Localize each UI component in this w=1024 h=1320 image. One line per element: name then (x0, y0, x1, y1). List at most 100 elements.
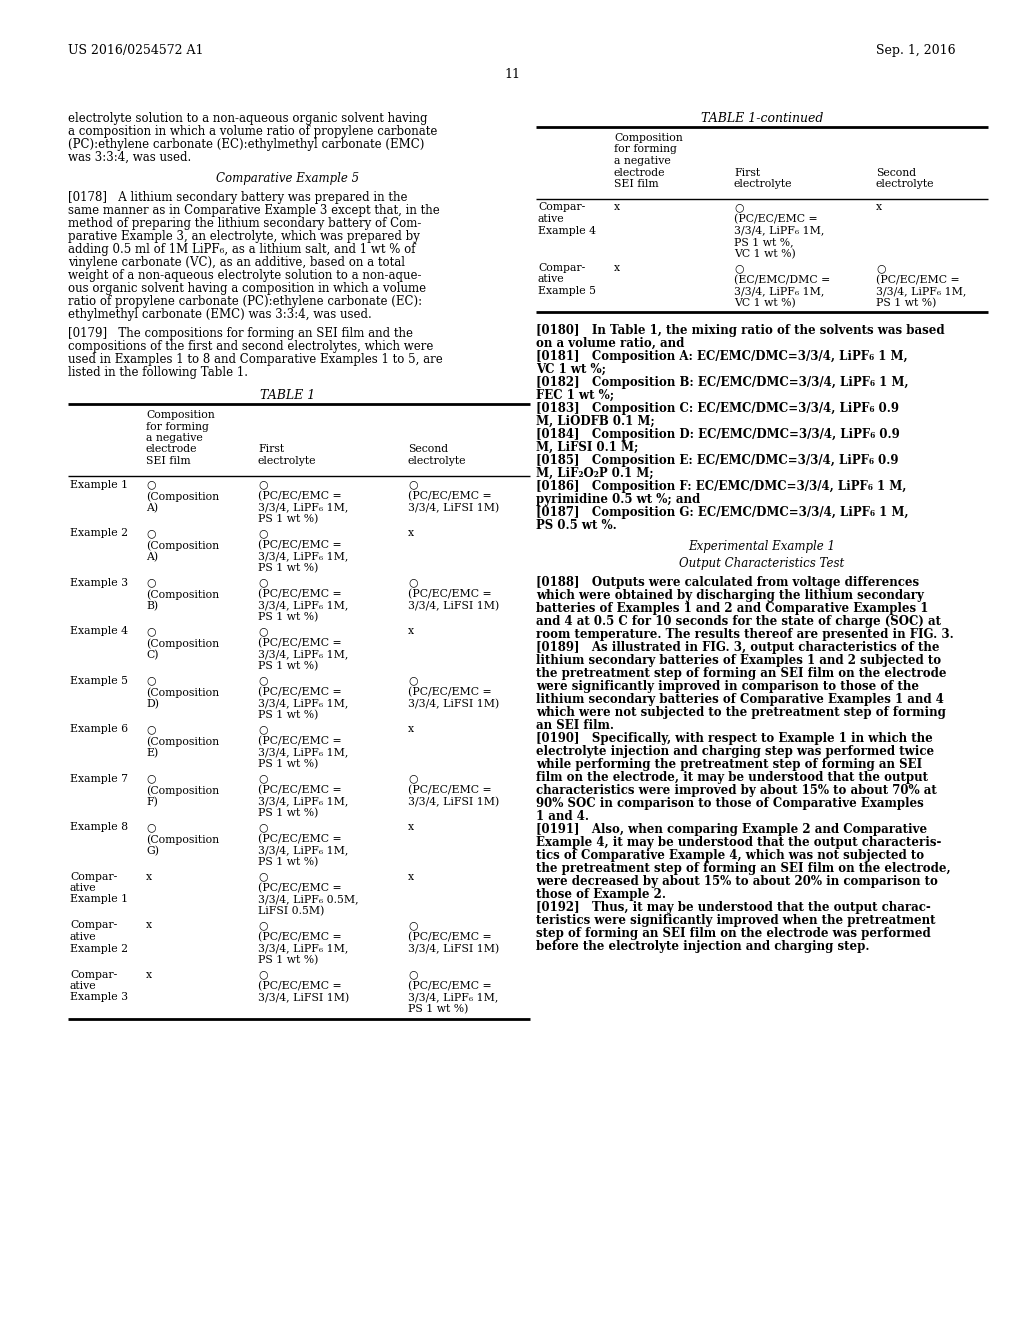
Text: the pretreatment step of forming an SEI film on the electrode: the pretreatment step of forming an SEI … (536, 667, 946, 680)
Text: an SEI film.: an SEI film. (536, 719, 614, 733)
Text: PS 1 wt %): PS 1 wt %) (258, 661, 318, 672)
Text: (PC/EC/EMC =: (PC/EC/EMC = (408, 785, 492, 796)
Text: ○: ○ (408, 920, 418, 931)
Text: 3/3/4, LiPF₆ 1M,: 3/3/4, LiPF₆ 1M, (258, 698, 348, 709)
Text: LiFSI 0.5M): LiFSI 0.5M) (258, 906, 325, 916)
Text: and 4 at 0.5 C for 10 seconds for the state of charge (SOC) at: and 4 at 0.5 C for 10 seconds for the st… (536, 615, 941, 628)
Text: ○: ○ (258, 627, 267, 636)
Text: [0180]   In Table 1, the mixing ratio of the solvents was based: [0180] In Table 1, the mixing ratio of t… (536, 323, 944, 337)
Text: pyrimidine 0.5 wt %; and: pyrimidine 0.5 wt %; and (536, 492, 700, 506)
Text: (EC/EMC/DMC =: (EC/EMC/DMC = (734, 275, 830, 285)
Text: characteristics were improved by about 15% to about 70% at: characteristics were improved by about 1… (536, 784, 937, 797)
Text: Example 5: Example 5 (538, 286, 596, 296)
Text: Example 1: Example 1 (70, 479, 128, 490)
Text: (Composition: (Composition (146, 638, 219, 648)
Text: 3/3/4, LiPF₆ 1M,: 3/3/4, LiPF₆ 1M, (876, 286, 967, 296)
Text: electrolyte solution to a non-aqueous organic solvent having: electrolyte solution to a non-aqueous or… (68, 112, 427, 125)
Text: step of forming an SEI film on the electrode was performed: step of forming an SEI film on the elect… (536, 927, 931, 940)
Text: (PC/EC/EMC =: (PC/EC/EMC = (258, 491, 342, 502)
Text: (PC/EC/EMC =: (PC/EC/EMC = (408, 981, 492, 991)
Text: Experimental Example 1: Experimental Example 1 (688, 540, 836, 553)
Text: (PC/EC/EMC =: (PC/EC/EMC = (734, 214, 817, 224)
Text: x: x (146, 920, 153, 931)
Text: ○: ○ (146, 774, 156, 784)
Text: 3/3/4, LiPF₆ 1M,: 3/3/4, LiPF₆ 1M, (258, 846, 348, 855)
Text: 3/3/4, LiPF₆ 1M,: 3/3/4, LiPF₆ 1M, (258, 796, 348, 807)
Text: 3/3/4, LiPF₆ 1M,: 3/3/4, LiPF₆ 1M, (258, 747, 348, 758)
Text: Example 2: Example 2 (70, 528, 128, 539)
Text: [0178]   A lithium secondary battery was prepared in the: [0178] A lithium secondary battery was p… (68, 191, 408, 205)
Text: Composition: Composition (146, 411, 215, 420)
Text: (PC/EC/EMC =: (PC/EC/EMC = (408, 491, 492, 502)
Text: (Composition: (Composition (146, 540, 219, 550)
Text: x: x (408, 725, 414, 734)
Text: ○: ○ (258, 774, 267, 784)
Text: Example 8: Example 8 (70, 822, 128, 833)
Text: [0182]   Composition B: EC/EMC/DMC=3/3/4, LiPF₆ 1 M,: [0182] Composition B: EC/EMC/DMC=3/3/4, … (536, 376, 908, 389)
Text: Example 1: Example 1 (70, 895, 128, 904)
Text: First: First (734, 168, 760, 177)
Text: Second: Second (408, 445, 449, 454)
Text: ative: ative (70, 883, 96, 894)
Text: those of Example 2.: those of Example 2. (536, 888, 666, 902)
Text: PS 1 wt %): PS 1 wt %) (876, 297, 936, 308)
Text: vinylene carbonate (VC), as an additive, based on a total: vinylene carbonate (VC), as an additive,… (68, 256, 406, 269)
Text: electrolyte: electrolyte (258, 455, 316, 466)
Text: ○: ○ (258, 822, 267, 833)
Text: F): F) (146, 796, 158, 807)
Text: PS 1 wt %): PS 1 wt %) (408, 1005, 468, 1014)
Text: (Composition: (Composition (146, 491, 219, 502)
Text: ○: ○ (408, 578, 418, 587)
Text: Compar-: Compar- (538, 263, 586, 273)
Text: Example 7: Example 7 (70, 774, 128, 784)
Text: (PC/EC/EMC =: (PC/EC/EMC = (408, 686, 492, 697)
Text: VC 1 wt %): VC 1 wt %) (734, 297, 796, 308)
Text: M, LiF₂O₂P 0.1 M;: M, LiF₂O₂P 0.1 M; (536, 467, 653, 480)
Text: Compar-: Compar- (538, 202, 586, 213)
Text: 3/3/4, LiPF₆ 1M,: 3/3/4, LiPF₆ 1M, (734, 286, 824, 296)
Text: M, LiFSI 0.1 M;: M, LiFSI 0.1 M; (536, 441, 638, 454)
Text: PS 1 wt %): PS 1 wt %) (258, 808, 318, 818)
Text: VC 1 wt %;: VC 1 wt %; (536, 363, 606, 376)
Text: 3/3/4, LiPF₆ 1M,: 3/3/4, LiPF₆ 1M, (258, 944, 348, 953)
Text: [0188]   Outputs were calculated from voltage differences: [0188] Outputs were calculated from volt… (536, 576, 920, 589)
Text: PS 0.5 wt %.: PS 0.5 wt %. (536, 519, 616, 532)
Text: [0187]   Composition G: EC/EMC/DMC=3/3/4, LiPF₆ 1 M,: [0187] Composition G: EC/EMC/DMC=3/3/4, … (536, 506, 908, 519)
Text: [0183]   Composition C: EC/EMC/DMC=3/3/4, LiPF₆ 0.9: [0183] Composition C: EC/EMC/DMC=3/3/4, … (536, 403, 899, 414)
Text: ○: ○ (258, 871, 267, 882)
Text: was 3:3:4, was used.: was 3:3:4, was used. (68, 150, 191, 164)
Text: Composition: Composition (614, 133, 683, 143)
Text: PS 1 wt %): PS 1 wt %) (258, 564, 318, 573)
Text: listed in the following Table 1.: listed in the following Table 1. (68, 366, 248, 379)
Text: x: x (146, 871, 153, 882)
Text: ○: ○ (258, 969, 267, 979)
Text: a negative: a negative (146, 433, 203, 444)
Text: PS 1 wt %): PS 1 wt %) (258, 612, 318, 622)
Text: lithium secondary batteries of Comparative Examples 1 and 4: lithium secondary batteries of Comparati… (536, 693, 944, 706)
Text: ethylmethyl carbonate (EMC) was 3:3:4, was used.: ethylmethyl carbonate (EMC) was 3:3:4, w… (68, 308, 372, 321)
Text: US 2016/0254572 A1: US 2016/0254572 A1 (68, 44, 204, 57)
Text: G): G) (146, 846, 159, 855)
Text: 3/3/4, LiPF₆ 0.5M,: 3/3/4, LiPF₆ 0.5M, (258, 895, 358, 904)
Text: PS 1 wt %,: PS 1 wt %, (734, 238, 794, 247)
Text: PS 1 wt %): PS 1 wt %) (258, 857, 318, 867)
Text: (PC):ethylene carbonate (EC):ethylmethyl carbonate (EMC): (PC):ethylene carbonate (EC):ethylmethyl… (68, 139, 424, 150)
Text: (PC/EC/EMC =: (PC/EC/EMC = (258, 737, 342, 746)
Text: 1 and 4.: 1 and 4. (536, 810, 589, 822)
Text: lithium secondary batteries of Examples 1 and 2 subjected to: lithium secondary batteries of Examples … (536, 653, 941, 667)
Text: while performing the pretreatment step of forming an SEI: while performing the pretreatment step o… (536, 758, 923, 771)
Text: ative: ative (70, 932, 96, 942)
Text: used in Examples 1 to 8 and Comparative Examples 1 to 5, are: used in Examples 1 to 8 and Comparative … (68, 352, 442, 366)
Text: (Composition: (Composition (146, 785, 219, 796)
Text: Example 4: Example 4 (70, 627, 128, 636)
Text: [0190]   Specifically, with respect to Example 1 in which the: [0190] Specifically, with respect to Exa… (536, 733, 933, 744)
Text: which were not subjected to the pretreatment step of forming: which were not subjected to the pretreat… (536, 706, 946, 719)
Text: [0192]   Thus, it may be understood that the output charac-: [0192] Thus, it may be understood that t… (536, 902, 931, 913)
Text: Compar-: Compar- (70, 920, 118, 931)
Text: ○: ○ (146, 725, 156, 734)
Text: 11: 11 (504, 69, 520, 81)
Text: x: x (408, 822, 414, 833)
Text: ative: ative (538, 275, 564, 285)
Text: 3/3/4, LiFSI 1M): 3/3/4, LiFSI 1M) (258, 993, 349, 1003)
Text: ○: ○ (258, 725, 267, 734)
